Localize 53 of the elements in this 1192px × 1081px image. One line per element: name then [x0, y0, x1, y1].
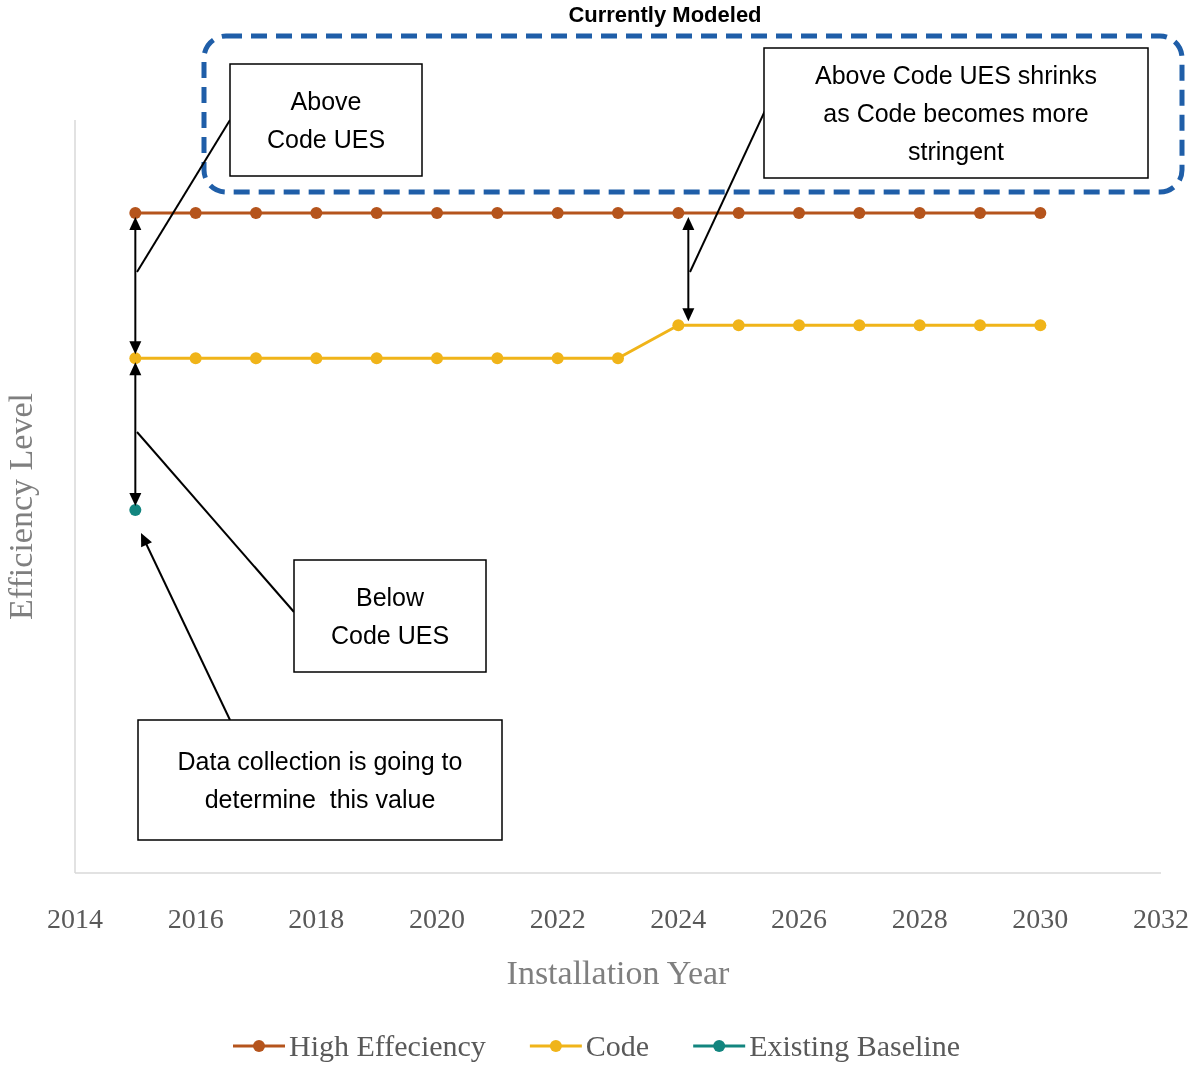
legend-label: High Effeciency: [289, 1029, 486, 1062]
point: [310, 207, 323, 219]
x-tick-label: 2018: [288, 903, 345, 934]
x-tick-label: 2032: [1133, 903, 1189, 934]
point: [853, 319, 866, 332]
x-tick-label: 2024: [650, 903, 707, 934]
point: [732, 319, 745, 332]
point: [129, 207, 142, 219]
x-tick-label: 2028: [891, 903, 948, 934]
text: Above Code UES shrinks as Code becomes more stringent: [814, 61, 1098, 165]
text: Above Code UES: [266, 87, 386, 153]
point: [491, 207, 504, 219]
point: [793, 319, 805, 332]
point: [793, 207, 805, 219]
annotation: Data collection is going to determine this value: [177, 747, 463, 813]
point: [913, 207, 926, 219]
legend-label: Code: [585, 1029, 650, 1062]
point: [672, 207, 685, 219]
point: [189, 207, 202, 219]
x-tick-label: 2026: [771, 903, 827, 934]
point: [129, 504, 142, 516]
x-tick-label: 2030: [1012, 903, 1069, 934]
point: [310, 352, 323, 365]
point: [370, 352, 383, 365]
point: [913, 319, 926, 332]
point: [189, 352, 202, 365]
point: [431, 207, 443, 219]
point: [431, 352, 443, 365]
point: [1034, 319, 1047, 332]
text: Currently Modeled: [568, 2, 762, 27]
point: [129, 352, 142, 365]
legend-label: Existing Baseline: [749, 1029, 960, 1062]
point: [250, 207, 262, 219]
x-tick-label: 2016: [167, 903, 224, 934]
point: [612, 207, 624, 219]
x-axis-title: Installation Year: [506, 954, 731, 991]
annotation: Below Code UES: [330, 583, 450, 649]
point: [1034, 207, 1047, 219]
point: [672, 319, 685, 332]
point: [974, 207, 986, 219]
point: [853, 207, 866, 219]
point: [370, 207, 383, 219]
x-tick-label: 2022: [529, 903, 586, 934]
x-tick-label: 2014: [47, 903, 103, 934]
point: [551, 207, 564, 219]
point: [491, 352, 504, 365]
point: [732, 207, 745, 219]
x-tick-label: 2020: [409, 903, 465, 934]
y-axis-title: Efficiency Level: [2, 393, 39, 620]
point: [974, 319, 986, 332]
point: [551, 352, 564, 365]
point: [612, 352, 624, 365]
point: [250, 352, 262, 365]
